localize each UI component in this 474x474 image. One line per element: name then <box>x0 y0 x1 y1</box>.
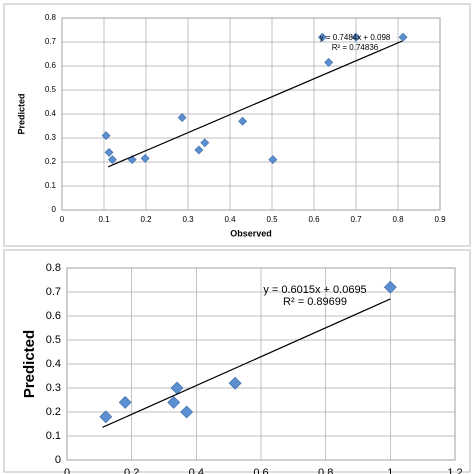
x-tick-label: 0.3 <box>182 215 194 224</box>
point <box>104 147 114 157</box>
point <box>317 32 327 42</box>
point <box>351 32 361 42</box>
y-tick-label: 0.7 <box>45 37 57 46</box>
x-tick-label: 0.4 <box>189 467 204 474</box>
trendline <box>102 298 391 428</box>
point <box>324 57 334 67</box>
point <box>107 155 117 165</box>
x-tick-label: 0.8 <box>392 215 404 224</box>
trendline <box>107 40 403 168</box>
annotation: y = 0.7484x + 0.098 <box>320 33 391 42</box>
x-tick-label: 0.9 <box>434 215 446 224</box>
point <box>200 138 210 148</box>
annotation: R² = 0.74836 <box>332 43 379 52</box>
y-tick-label: 0.1 <box>46 430 61 442</box>
x-axis-label: Observed <box>233 472 288 474</box>
y-tick-label: 0.1 <box>45 181 57 190</box>
point <box>180 405 194 419</box>
y-tick-label: 0.2 <box>46 406 61 418</box>
x-axis-label: Observed <box>230 228 272 238</box>
x-tick-label: 0.2 <box>140 215 152 224</box>
x-tick-label: 0.6 <box>308 215 320 224</box>
y-tick-label: 0 <box>52 205 57 214</box>
point <box>383 280 397 294</box>
y-tick-label: 0.7 <box>46 286 61 298</box>
x-tick-label: 0.6 <box>253 467 268 474</box>
point <box>228 376 242 390</box>
x-tick-label: 1 <box>387 467 393 474</box>
point <box>101 131 111 141</box>
x-tick-label: 0.2 <box>124 467 139 474</box>
point <box>99 410 113 424</box>
x-tick-label: 0.5 <box>266 215 278 224</box>
y-tick-label: 0 <box>55 454 61 466</box>
y-tick-label: 0.6 <box>46 310 61 322</box>
y-tick-label: 0.8 <box>46 262 61 274</box>
point <box>268 155 278 165</box>
y-tick-label: 0.3 <box>46 382 61 394</box>
annotation: R² = 0.89699 <box>283 296 347 308</box>
y-tick-label: 0.5 <box>46 334 61 346</box>
y-tick-label: 0.4 <box>46 358 61 370</box>
y-tick-label: 0.4 <box>45 109 57 118</box>
x-tick-label: 0 <box>64 467 70 474</box>
annotation: y = 0.6015x + 0.0695 <box>263 284 366 296</box>
y-tick-label: 0.6 <box>45 61 57 70</box>
point <box>194 145 204 155</box>
x-tick-label: 0 <box>60 215 65 224</box>
x-tick-label: 1.2 <box>447 467 462 474</box>
point <box>167 395 181 409</box>
point <box>238 116 248 126</box>
point <box>398 32 408 42</box>
point <box>140 153 150 163</box>
point <box>118 395 132 409</box>
y-tick-label: 0.2 <box>45 157 57 166</box>
x-tick-label: 0.7 <box>350 215 362 224</box>
y-tick-label: 0.3 <box>45 133 57 142</box>
x-tick-label: 0.4 <box>224 215 236 224</box>
y-tick-label: 0.5 <box>45 85 57 94</box>
y-tick-label: 0.8 <box>45 13 57 22</box>
y-axis-label: Predicted <box>16 93 26 134</box>
point <box>177 113 187 123</box>
y-axis-label: Predicted <box>21 330 38 398</box>
x-tick-label: 0.8 <box>318 467 333 474</box>
x-tick-label: 0.1 <box>98 215 110 224</box>
